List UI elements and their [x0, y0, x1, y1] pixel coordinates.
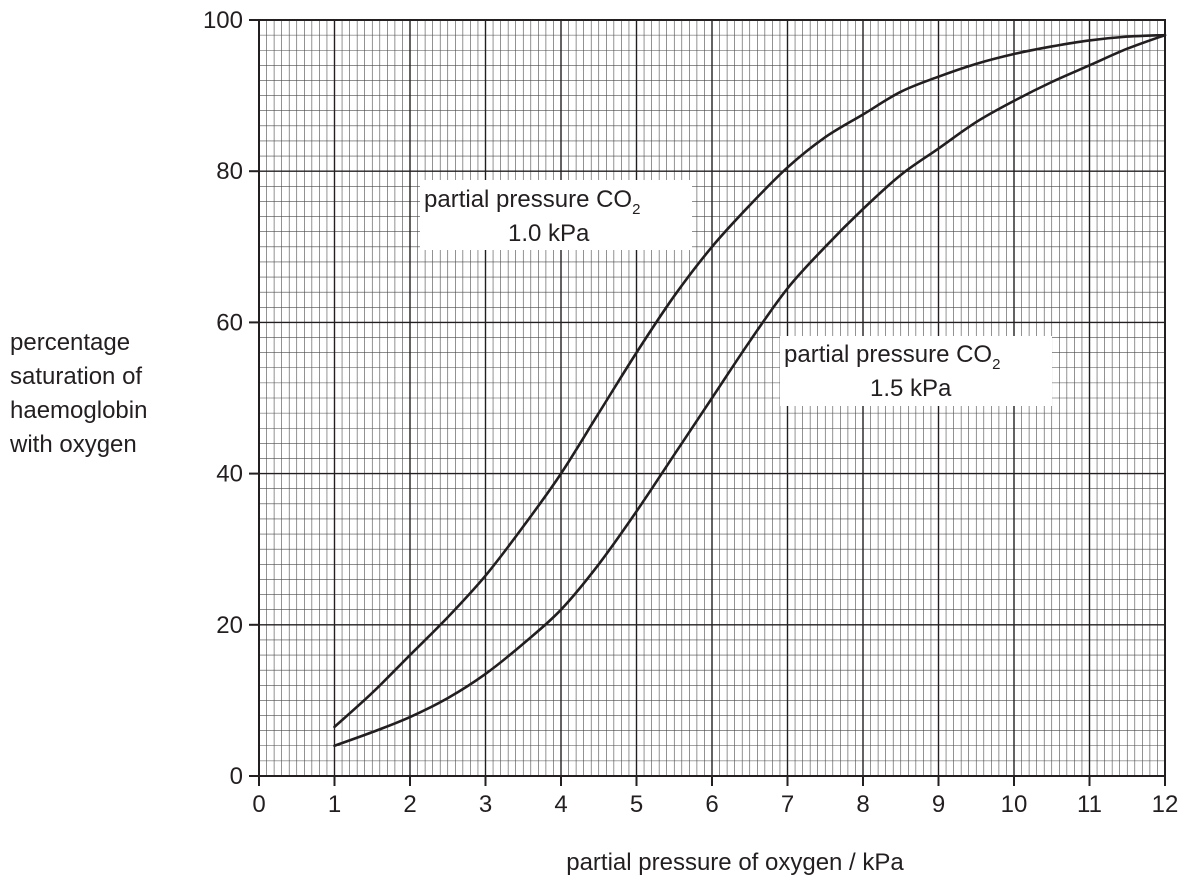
curve-label-co2-1-5-subscript: 2: [992, 356, 1000, 373]
curve-label-co2-1-0-backdrop: [420, 180, 692, 250]
y-axis-title-line-3: haemoglobin: [10, 397, 147, 424]
y-tick-label: 20: [216, 612, 243, 639]
curve-label-co2-1-5-backdrop: [780, 336, 1052, 406]
y-tick-label: 80: [216, 158, 243, 185]
curve-label-co2-1-5-main: partial pressure CO: [784, 341, 992, 368]
curve-label-co2-1-0-value: 1.0 kPa: [508, 220, 590, 247]
x-tick-label: 1: [328, 791, 341, 818]
curve-label-co2-1-5-value: 1.5 kPa: [870, 375, 952, 402]
curve-series-2: [333, 33, 1167, 748]
y-axis-title-line-1: percentage: [10, 329, 130, 356]
x-tick-label: 8: [856, 791, 869, 818]
x-tick-label: 7: [781, 791, 794, 818]
x-tick-label: 2: [403, 791, 416, 818]
x-tick-label: 6: [705, 791, 718, 818]
curve-label-co2-1-0: partial pressure CO2 1.0 kPa: [420, 180, 692, 250]
x-tick-label: 9: [932, 791, 945, 818]
curve-label-co2-1-0-main: partial pressure CO: [424, 186, 632, 213]
x-tick-labels: 0 1 2 3 4 5 6 7 8 9 10 11 12: [252, 791, 1178, 818]
x-tick-label: 12: [1152, 791, 1179, 818]
y-tick-label: 40: [216, 461, 243, 488]
curves: [333, 33, 1167, 748]
curve-label-co2-1-0-subscript: 2: [632, 201, 640, 218]
x-tick-label: 4: [554, 791, 567, 818]
y-axis-title: percentage saturation of haemoglobin wit…: [9, 329, 154, 458]
x-tick-label: 10: [1001, 791, 1028, 818]
x-tick-label: 11: [1077, 791, 1102, 818]
y-tick-label: 100: [203, 7, 243, 34]
curve-label-co2-1-0-line-1: partial pressure CO2: [424, 186, 640, 218]
y-tick-label: 0: [230, 763, 243, 790]
y-axis-title-line-4: with oxygen: [9, 431, 137, 458]
y-axis-title-line-2: saturation of: [10, 363, 142, 390]
curve-label-co2-1-5-line-1: partial pressure CO2: [784, 341, 1000, 373]
x-tick-label: 0: [252, 791, 265, 818]
y-tick-labels: 0 20 40 60 80 100: [203, 7, 243, 790]
x-tick-label: 5: [630, 791, 643, 818]
y-tick-label: 60: [216, 309, 243, 336]
curve-label-co2-1-5: partial pressure CO2 1.5 kPa: [780, 336, 1052, 406]
curve-series-1: [333, 33, 1167, 729]
x-tick-label: 3: [479, 791, 492, 818]
x-axis-title: partial pressure of oxygen / kPa: [566, 849, 904, 876]
axis-tick-marks: [249, 19, 1166, 786]
